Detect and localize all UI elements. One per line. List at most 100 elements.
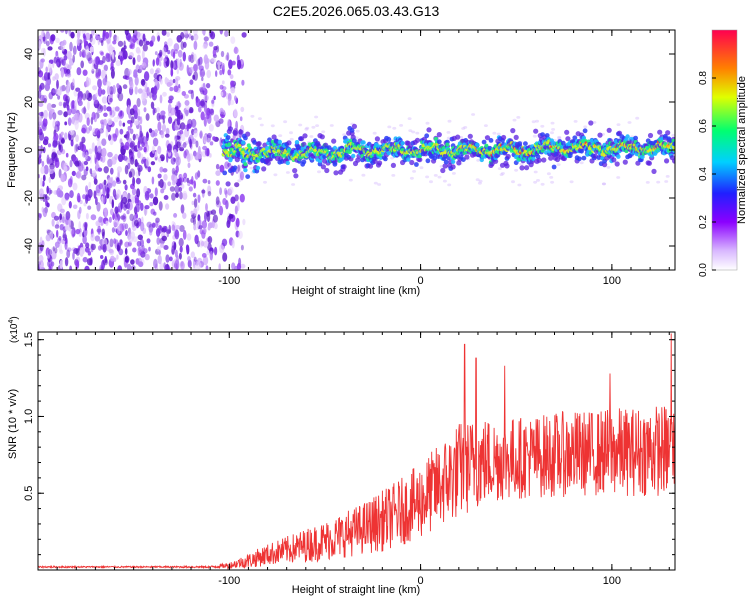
signal-band-mark	[277, 139, 282, 145]
faint-dot	[240, 172, 245, 176]
signal-band-mark	[261, 166, 267, 172]
signal-band-mark	[611, 157, 617, 163]
noise-dot	[105, 31, 110, 39]
signal-band-mark	[390, 162, 396, 168]
noise-dot	[66, 51, 72, 60]
faint-dot	[291, 183, 296, 186]
noise-dot	[182, 51, 186, 62]
noise-dot	[203, 36, 209, 42]
noise-dot	[109, 97, 113, 103]
noise-dot	[213, 114, 219, 122]
top-y-tick-label: 20	[23, 96, 35, 108]
noise-dot	[69, 265, 72, 270]
noise-dot	[176, 101, 180, 107]
noise-dot	[236, 262, 242, 270]
noise-dot	[55, 120, 61, 127]
noise-dot	[64, 193, 70, 202]
noise-dot	[132, 57, 136, 66]
signal-band-mark	[424, 133, 430, 139]
faint-dot	[556, 163, 561, 167]
noise-dot	[49, 166, 55, 174]
noise-dot	[78, 162, 84, 172]
noise-dot	[89, 168, 93, 175]
signal-band-mark	[255, 165, 261, 171]
noise-dot	[173, 241, 177, 251]
noise-dot	[63, 111, 68, 118]
signal-band-mark	[299, 136, 305, 142]
noise-dot	[231, 239, 235, 249]
noise-dot	[111, 156, 117, 165]
signal-band-mark	[455, 134, 461, 140]
noise-dot	[50, 261, 55, 267]
noise-dot	[180, 261, 184, 267]
noise-dot	[134, 86, 138, 95]
noise-dot	[61, 216, 65, 224]
noise-dot	[129, 128, 134, 135]
noise-dot	[75, 143, 79, 152]
noise-dot	[48, 266, 52, 270]
noise-dot	[103, 64, 109, 72]
noise-dot	[110, 66, 115, 72]
noise-dot	[159, 166, 164, 173]
faint-dot	[250, 114, 255, 118]
noise-dot	[103, 112, 108, 118]
noise-dot	[100, 51, 104, 56]
noise-dot	[172, 51, 176, 59]
noise-dot	[196, 150, 203, 160]
noise-dot	[90, 214, 97, 221]
noise-dot	[53, 56, 57, 64]
noise-dot	[51, 250, 57, 260]
noise-dot	[129, 81, 134, 90]
signal-band-mark	[271, 134, 277, 140]
noise-dot	[128, 52, 134, 58]
noise-dot	[189, 79, 194, 85]
noise-dot	[205, 83, 211, 89]
noise-dot	[95, 35, 101, 40]
signal-band-mark	[232, 130, 238, 136]
y-scale-base: (x10	[9, 323, 20, 343]
signal-band-mark	[622, 159, 628, 165]
faint-dot	[569, 180, 574, 184]
noise-dot	[196, 204, 200, 212]
faint-dot	[415, 131, 420, 135]
noise-dot	[113, 116, 119, 123]
noise-dot	[116, 166, 122, 173]
noise-dot	[136, 240, 142, 247]
noise-dot	[56, 79, 59, 89]
noise-dot	[241, 32, 247, 38]
bottom-y-tick-label: 1.5	[23, 332, 35, 347]
noise-dot	[129, 140, 136, 150]
noise-dot	[71, 117, 75, 125]
noise-dot	[96, 202, 101, 212]
noise-dot	[45, 234, 51, 242]
noise-dot	[84, 265, 90, 270]
noise-dot	[117, 265, 123, 270]
signal-band-mark	[467, 133, 473, 139]
noise-dot	[166, 143, 173, 153]
faint-dot	[616, 176, 621, 179]
noise-dot	[124, 184, 128, 191]
signal-band-mark	[232, 165, 238, 171]
snr-series-line	[38, 333, 675, 570]
noise-dot	[51, 218, 55, 227]
signal-band-mark	[245, 174, 251, 180]
noise-dot	[105, 220, 109, 226]
noise-dot	[107, 151, 113, 158]
noise-dot	[173, 85, 179, 93]
signal-band-mark	[301, 159, 307, 165]
faint-dot	[237, 179, 242, 183]
noise-dot	[120, 142, 124, 151]
signal-band-mark	[341, 164, 347, 170]
faint-dot	[461, 127, 466, 130]
noise-dot	[59, 85, 65, 92]
noise-dot	[145, 113, 150, 121]
noise-dot	[230, 138, 234, 143]
noise-dot	[72, 204, 78, 210]
bottom-x-tick-label: 100	[603, 575, 621, 587]
noise-dot	[159, 262, 164, 270]
noise-dot	[168, 95, 174, 101]
noise-dot	[115, 179, 122, 184]
noise-dot	[195, 140, 199, 148]
noise-dot	[202, 178, 208, 184]
noise-dot	[123, 40, 126, 48]
